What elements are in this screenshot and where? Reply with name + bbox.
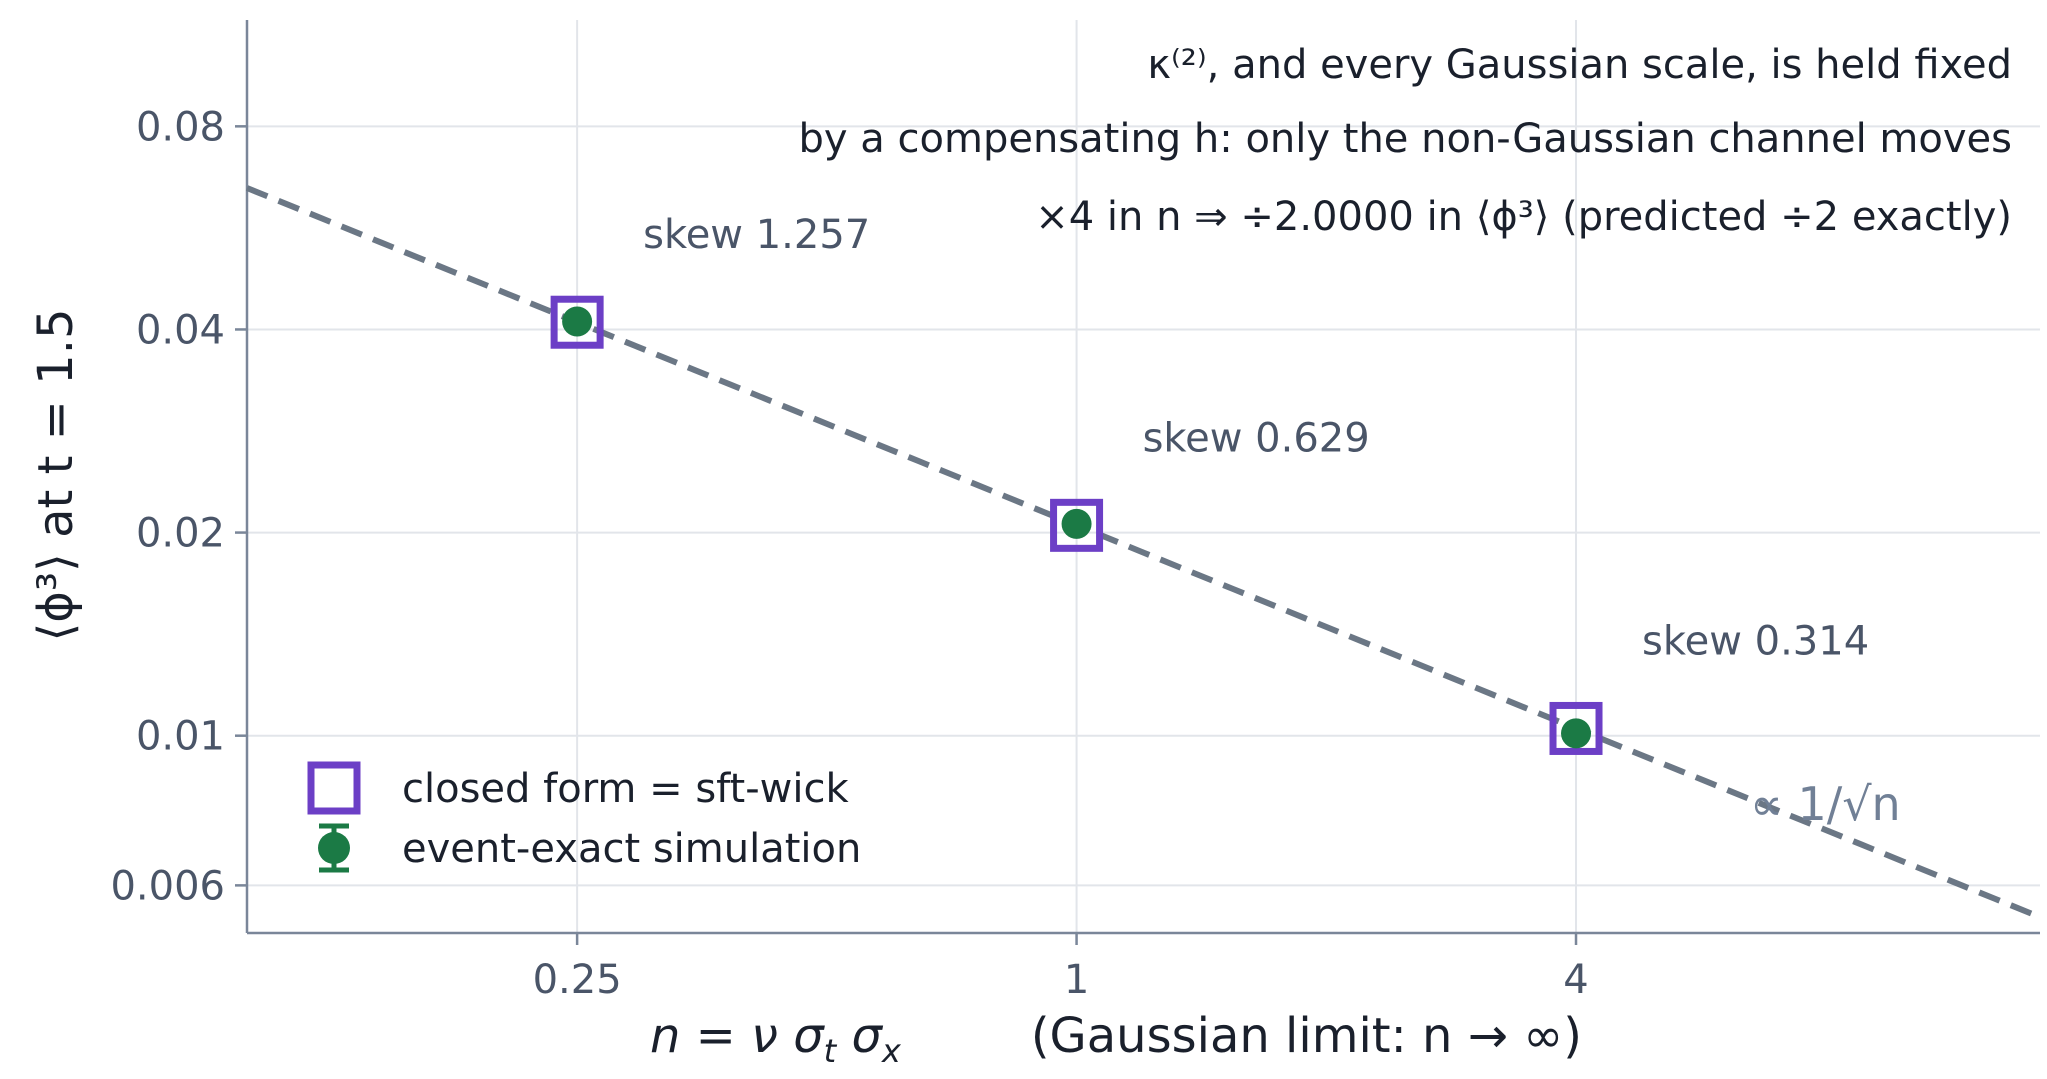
x-tick-label: 0.25: [533, 957, 622, 1003]
legend: closed form = sft-wick event-exact simul…: [307, 761, 861, 873]
y-tick-label: 0.02: [136, 511, 225, 557]
closed-form-point: [550, 295, 604, 349]
y-tick-label: 0.01: [136, 714, 225, 760]
note-line-2: by a compensating h: only the non-Gaussi…: [799, 116, 2012, 162]
simulation-point: [562, 306, 593, 337]
simulation-point: [1561, 718, 1592, 749]
legend-closed-form-marker: [307, 761, 361, 815]
x-axis-formula: n = ν σ: [650, 1008, 825, 1064]
x-axis-formula-mid: σ: [836, 1008, 883, 1064]
reference-line: [245, 185, 2042, 920]
reference-line-layer: [245, 185, 2042, 920]
legend-closed-form-label: closed form = sft-wick: [402, 766, 849, 812]
x-axis-formula-sub2: x: [881, 1032, 902, 1070]
annotation-layer: skew 1.257 skew 0.629 skew 0.314: [643, 212, 1869, 664]
skew-annotation: skew 0.314: [1642, 618, 1869, 664]
x-tick-label: 4: [1563, 957, 1588, 1003]
note-line-1: κ⁽²⁾, and every Gaussian scale, is held …: [1147, 42, 2012, 88]
grid-layer: [247, 20, 2040, 933]
series-layer: [550, 295, 1603, 755]
y-tick-label: 0.006: [110, 863, 225, 909]
ticks-layer: 0.006 0.01 0.02 0.04 0.08 0.25 1 4: [110, 104, 1588, 1003]
closed-form-point: [1549, 701, 1603, 755]
x-axis-note: (Gaussian limit: n → ∞): [1031, 1008, 1582, 1064]
skew-annotation: skew 1.257: [643, 212, 870, 258]
x-axis-formula-sub1: t: [824, 1032, 838, 1070]
y-axis-title: ⟨ϕ³⟩ at t = 1.5: [28, 309, 84, 642]
reference-line-label: ∝ 1/√n: [1750, 777, 1901, 831]
simulation-point: [1061, 508, 1092, 539]
legend-simulation-marker: [318, 832, 350, 864]
y-tick-label: 0.08: [136, 104, 225, 150]
legend-simulation-label: event-exact simulation: [402, 826, 861, 872]
x-tick-label: 1: [1064, 957, 1089, 1003]
axes-layer: [245, 20, 2040, 935]
closed-form-point: [1050, 498, 1104, 552]
x-axis-title: n = ν σt σx (Gaussian limit: n → ∞): [650, 1008, 1582, 1070]
note-line-3: ×4 in n ⇒ ÷2.0000 in ⟨ϕ³⟩ (predicted ÷2 …: [1035, 194, 2012, 240]
skew-annotation: skew 0.629: [1143, 415, 1370, 461]
y-tick-label: 0.04: [136, 307, 225, 353]
